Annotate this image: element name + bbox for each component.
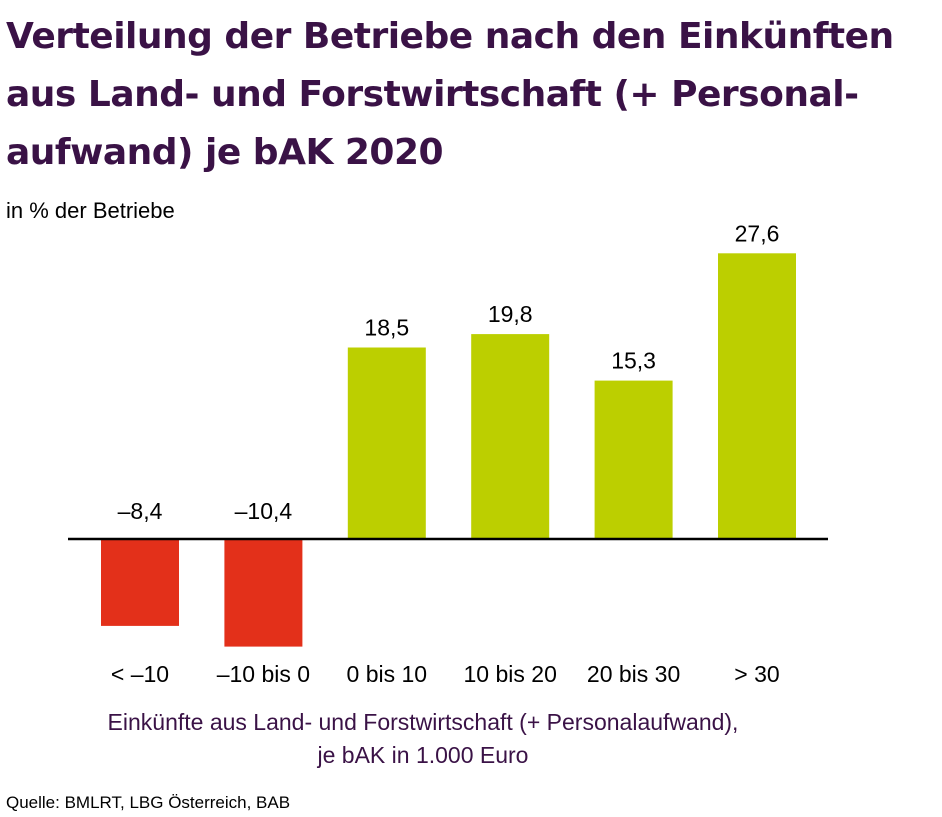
x-axis-title: Einkünfte aus Land- und Forstwirtschaft … [0,706,846,772]
bar-2 [224,539,303,647]
category-label-4: 10 bis 20 [464,661,557,687]
category-label-2: –10 bis 0 [217,661,310,687]
x-axis-title-line-2: je bAK in 1.000 Euro [317,742,529,768]
bar-chart: –8,4 < –10 –10,4 –10 bis 0 18,5 0 bis 10 19,8 1… [68,220,828,687]
bar-4 [471,334,550,539]
bar-5 [594,380,673,539]
data-label-3: 18,5 [364,315,409,341]
data-label-4: 19,8 [488,301,533,327]
category-label-5: 20 bis 30 [587,661,680,687]
category-label-6: > 30 [734,661,779,687]
bar-6 [718,253,796,540]
category-label-3: 0 bis 10 [347,661,428,687]
data-label-6: 27,6 [735,220,780,246]
chart-title-line-3: aufwand) je bAK 2020 [6,132,444,173]
chart-title: Verteilung der Betriebe nach den Einkünf… [6,8,936,182]
chart-title-line-1: Verteilung der Betriebe nach den Einkünf… [6,16,894,57]
data-label-1: –8,4 [118,498,163,524]
data-label-5: 15,3 [611,348,656,374]
chart-title-line-2: aus Land- und Forstwirtschaft (+ Persona… [6,74,859,115]
data-label-2: –10,4 [235,498,293,524]
source-note: Quelle: BMLRT, LBG Österreich, BAB [6,793,291,812]
bar-1 [101,539,179,626]
bar-3 [347,347,426,539]
x-axis-title-line-1: Einkünfte aus Land- und Forstwirtschaft … [107,709,739,735]
y-axis-unit-label: in % der Betriebe [6,198,175,223]
category-label-1: < –10 [111,661,169,687]
